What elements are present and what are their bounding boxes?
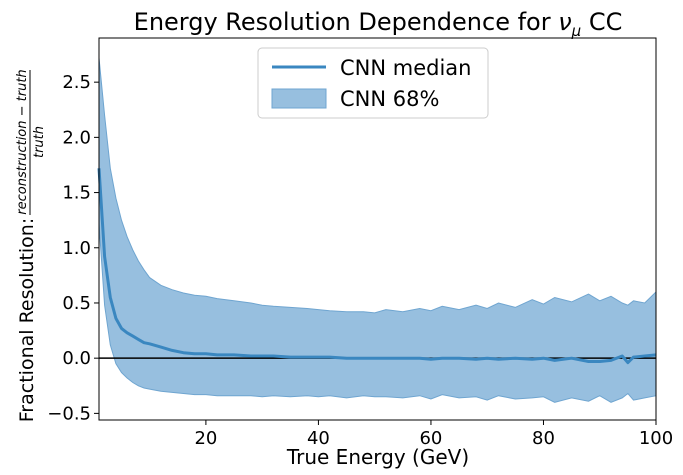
chart-title: Energy Resolution Dependence for νμ CC bbox=[134, 8, 623, 40]
y-tick-label: 0.5 bbox=[62, 293, 91, 314]
legend-median-label: CNN median bbox=[340, 56, 471, 80]
y-tick-label: 2.5 bbox=[62, 72, 91, 93]
y-axis-label-prefix: Fractional Resolution: bbox=[16, 218, 38, 422]
x-tick-label: 100 bbox=[639, 428, 673, 449]
y-axis-label-denominator: truth bbox=[32, 126, 47, 158]
x-tick-label: 40 bbox=[307, 428, 330, 449]
x-tick-label: 60 bbox=[419, 428, 442, 449]
y-tick-label: 0.0 bbox=[62, 348, 91, 369]
x-tick-label: 80 bbox=[532, 428, 555, 449]
y-tick-label: 1.5 bbox=[62, 183, 91, 204]
x-axis-ticks: 20 40 60 80 100 bbox=[194, 420, 673, 449]
y-axis-label-numerator: reconstruction − truth bbox=[15, 69, 30, 214]
x-axis-label: True Energy (GeV) bbox=[286, 445, 469, 469]
legend: CNN median CNN 68% bbox=[257, 47, 489, 119]
x-tick-label: 20 bbox=[194, 428, 217, 449]
y-axis-label: Fractional Resolution: reconstruction − … bbox=[15, 69, 47, 422]
legend-band-swatch bbox=[271, 88, 327, 109]
y-tick-label: 2.0 bbox=[62, 127, 91, 148]
y-axis-ticks: −0.5 0.0 0.5 1.0 1.5 2.0 2.5 bbox=[47, 72, 99, 424]
legend-band-label: CNN 68% bbox=[340, 87, 439, 111]
line-cnn-median bbox=[97, 168, 657, 365]
median-layer bbox=[97, 168, 657, 365]
y-tick-label: 1.0 bbox=[62, 238, 91, 259]
plot-frame bbox=[98, 37, 657, 421]
y-tick-label: −0.5 bbox=[47, 403, 91, 424]
